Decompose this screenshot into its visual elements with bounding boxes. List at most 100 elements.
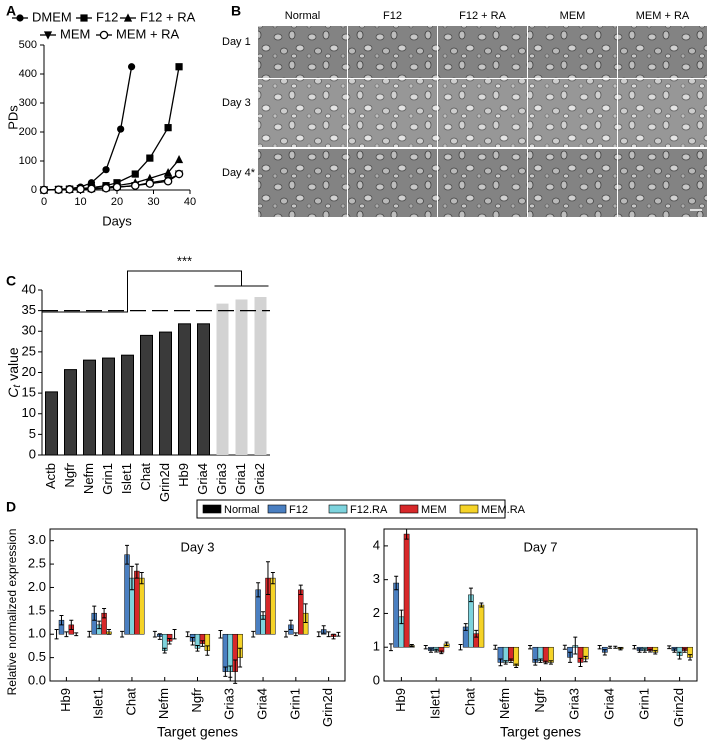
error-bar xyxy=(653,650,658,655)
error-bar xyxy=(92,605,97,621)
micrograph-shade xyxy=(258,149,347,217)
error-bar xyxy=(682,648,687,653)
y-tick-label: 0.5 xyxy=(28,649,46,664)
y-tick-label: 20 xyxy=(22,364,36,379)
y-axis-label: Ct value xyxy=(5,347,23,398)
y-axis-label-part: value xyxy=(5,347,21,381)
error-bar xyxy=(107,629,111,635)
error-bar xyxy=(223,666,228,677)
marker xyxy=(146,154,154,162)
y-tick-label: 40 xyxy=(22,281,36,296)
micrograph-shade xyxy=(438,79,527,147)
micrograph xyxy=(528,26,617,78)
error-bar xyxy=(238,647,243,668)
error-bar xyxy=(102,608,107,619)
marker xyxy=(112,182,122,192)
error-bar xyxy=(200,640,205,647)
error-bar xyxy=(120,630,125,638)
micrograph xyxy=(348,79,437,147)
y-axis-label-part: C xyxy=(5,387,21,398)
micrograph-shade xyxy=(528,26,617,78)
error-bar xyxy=(59,615,64,626)
micrograph-shade xyxy=(348,79,437,147)
error-bar xyxy=(172,629,177,640)
error-bar xyxy=(677,651,682,660)
error-bar xyxy=(54,629,59,640)
error-bar xyxy=(608,645,613,649)
error-bar xyxy=(129,565,134,591)
error-bar xyxy=(162,647,167,654)
y-axis-label: Relative normalized expression xyxy=(5,529,19,696)
micrograph xyxy=(618,79,707,147)
error-bar xyxy=(288,619,293,631)
micrograph-shade xyxy=(258,26,347,78)
legend-label: F12 xyxy=(96,9,118,24)
error-bar xyxy=(493,644,498,650)
error-bar xyxy=(97,620,102,630)
x-tick-label: Islet1 xyxy=(428,688,443,719)
y-tick-label: 2.5 xyxy=(28,556,46,571)
error-bar xyxy=(261,611,266,620)
legend-swatch xyxy=(328,504,348,514)
marker xyxy=(164,124,172,132)
chart-title: Day 3 xyxy=(181,539,215,554)
legend-swatch xyxy=(267,504,287,514)
micrograph xyxy=(258,79,347,147)
y-tick-label: 1.0 xyxy=(28,626,46,641)
x-tick-label: Gria3 xyxy=(222,688,237,720)
bar xyxy=(222,633,229,672)
micrograph-shade xyxy=(618,149,707,217)
panel-label: C xyxy=(6,273,16,289)
error-bar xyxy=(458,644,463,651)
marker xyxy=(39,185,49,195)
error-bar xyxy=(134,563,139,579)
micrograph xyxy=(438,26,527,78)
error-bar xyxy=(185,631,190,638)
error-bar xyxy=(434,648,439,653)
error-bar xyxy=(152,630,157,638)
x-tick-label: Gria2 xyxy=(252,463,267,495)
error-bar xyxy=(125,544,130,565)
error-bar xyxy=(479,602,484,608)
micrograph xyxy=(528,79,617,147)
micrograph-shade xyxy=(618,79,707,147)
y-tick-label: 4 xyxy=(373,537,380,552)
legend-swatch xyxy=(399,504,419,514)
micrograph xyxy=(438,79,527,147)
row-label: Day 4* xyxy=(222,167,256,179)
y-tick-label: 0.0 xyxy=(28,672,46,687)
error-bar xyxy=(326,631,331,638)
bar xyxy=(403,533,410,648)
x-tick-label: Nefm xyxy=(81,463,96,494)
error-bar xyxy=(409,644,414,648)
y-tick-label: 200 xyxy=(19,126,37,138)
legend-label: MEM.RA xyxy=(481,504,526,516)
y-tick-label: 400 xyxy=(19,68,37,80)
y-tick-label: 15 xyxy=(22,385,36,400)
micrograph xyxy=(528,149,617,217)
micrograph-shade xyxy=(438,149,527,217)
x-tick-label: Gria3 xyxy=(567,688,582,720)
bar xyxy=(235,299,248,455)
column-label: F12 + RA xyxy=(459,10,506,22)
x-tick-label: Grin1 xyxy=(636,688,651,720)
bar xyxy=(502,646,509,663)
error-bar xyxy=(498,658,503,667)
micrograph xyxy=(618,26,707,78)
micrograph-shade xyxy=(618,26,707,78)
marker xyxy=(76,184,85,194)
x-tick-label: Actb xyxy=(43,463,58,489)
error-bar xyxy=(298,584,303,595)
panel-label: B xyxy=(231,3,241,19)
x-tick-label: Grin2d xyxy=(320,688,335,727)
error-bar xyxy=(568,651,573,663)
x-tick-label: Hb9 xyxy=(393,688,408,712)
x-tick-label: 40 xyxy=(184,196,196,208)
bar xyxy=(64,369,77,456)
marker xyxy=(87,184,96,194)
legend-label: MEM + RA xyxy=(116,26,180,41)
bar xyxy=(124,554,130,635)
error-bar xyxy=(613,645,618,649)
error-bar xyxy=(293,632,298,637)
